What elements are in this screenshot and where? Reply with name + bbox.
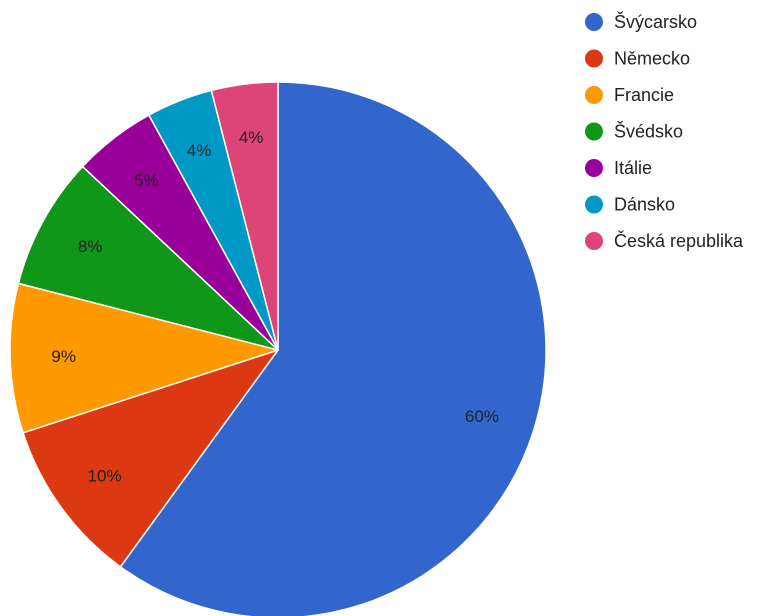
legend-item-nemecko[interactable]: Německo [585,49,690,69]
pie-slice-labels: 60% 10% 9% 8% 5% 4% 4% [51,128,499,486]
legend-swatch-italie [585,159,603,177]
pie-slice-nemecko[interactable] [22,349,279,568]
legend-label-ceska-republika: Česká republika [614,230,744,251]
legend-label-svedsko: Švédsko [614,121,683,142]
pie-slice-francie[interactable] [9,282,279,434]
slice-label-svycarsko: 60% [465,407,499,426]
legend-label-italie: Itálie [614,158,652,178]
slice-label-ceska-republika: 4% [239,128,264,147]
legend-item-francie[interactable]: Francie [585,85,674,105]
slice-label-svedsko: 8% [78,237,103,256]
slice-label-francie: 9% [51,347,76,366]
pie-slices [9,81,547,616]
legend-item-dansko[interactable]: Dánsko [585,195,675,215]
legend-item-ceska-republika[interactable]: Česká republika [585,230,744,251]
legend-swatch-svedsko [585,122,603,141]
legend-swatch-ceska-republika [585,232,603,250]
legend-label-dansko: Dánsko [614,195,675,215]
legend-label-francie: Francie [614,85,674,105]
pie-slice-svycarsko[interactable] [119,81,547,616]
pie-slice-svedsko[interactable] [17,165,279,351]
legend-swatch-nemecko [585,49,603,68]
legend-item-italie[interactable]: Itálie [585,158,652,178]
legend-item-svycarsko[interactable]: Švýcarsko [585,11,697,32]
slice-label-nemecko: 10% [88,467,122,486]
slice-label-dansko: 4% [187,141,212,160]
legend-item-svedsko[interactable]: Švédsko [585,121,683,142]
legend-label-nemecko: Německo [614,49,690,69]
legend-swatch-dansko [585,195,603,214]
legend: Švýcarsko Německo Francie Švédsko Itálie Dáns… [585,11,744,251]
slice-label-italie: 5% [134,171,159,190]
legend-label-svycarsko: Švýcarsko [614,11,697,32]
pie-slice-ceska-republika[interactable] [210,81,279,351]
legend-swatch-francie [585,86,603,104]
legend-swatch-svycarsko [585,13,603,31]
